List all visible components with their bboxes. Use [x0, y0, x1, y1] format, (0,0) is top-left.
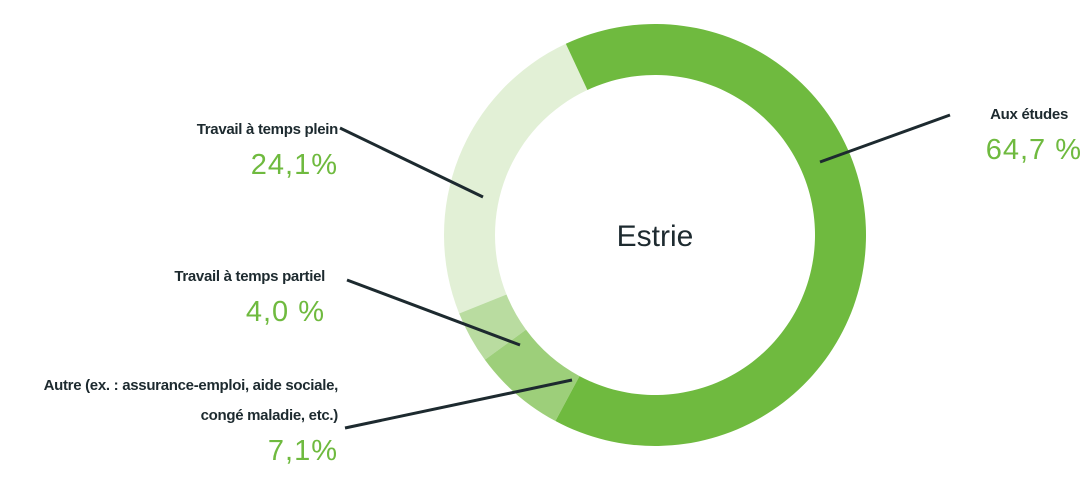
slice-label: Autre (ex. : assurance-emploi, aide soci… [8, 371, 339, 471]
center-label: Estrie [617, 220, 694, 253]
value-label: 24,1% [250, 149, 338, 181]
leader-line [819, 113, 951, 164]
donut-slice [555, 24, 867, 447]
leader-line [346, 278, 521, 347]
category-label: Travail à temps partiel [174, 268, 325, 285]
leader-line [339, 126, 484, 199]
slice-label: Travail à temps partiel 4,0 % [25, 262, 325, 332]
donut-slice [444, 43, 588, 314]
donut-slice [484, 329, 580, 422]
category-label: Autre (ex. : assurance-emploi, aide soci… [43, 377, 339, 424]
category-label: Aux études [990, 106, 1068, 123]
slice-label: Aux études 64,7 % [868, 100, 1081, 170]
value-label: 64,7 % [985, 134, 1082, 166]
leader-line [344, 378, 573, 430]
donut-slice [459, 294, 526, 360]
slice-label: Travail à temps plein 24,1% [38, 115, 339, 185]
category-label: Travail à temps plein [196, 121, 339, 138]
value-label: 7,1% [267, 435, 338, 467]
value-label: 4,0 % [245, 296, 325, 328]
